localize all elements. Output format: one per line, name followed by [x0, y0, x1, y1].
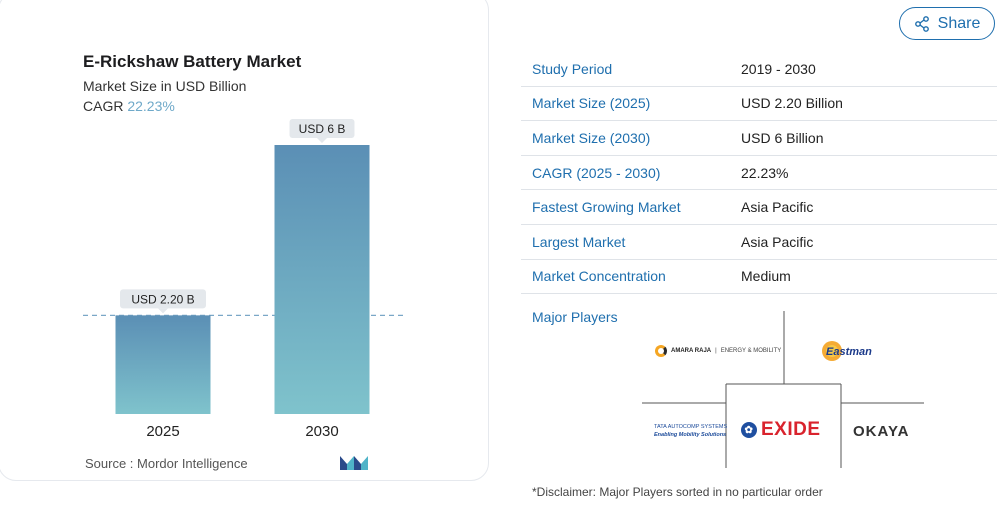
x-tick-label: 2030 — [305, 423, 338, 440]
table-row: Study Period 2019 - 2030 — [521, 52, 997, 87]
row-value: USD 6 Billion — [741, 129, 824, 146]
data-label-bg — [120, 289, 206, 309]
amara-raja-mark — [655, 345, 667, 357]
row-value: 22.23% — [741, 164, 789, 181]
row-value: Asia Pacific — [741, 233, 814, 250]
data-label-bg — [289, 119, 355, 138]
exide-name: EXIDE — [761, 419, 821, 440]
amara-raja-tagline: ENERGY & MOBILITY — [720, 348, 782, 354]
summary-table: Study Period 2019 - 2030 Market Size (20… — [521, 52, 997, 295]
row-value: 2019 - 2030 — [741, 60, 816, 77]
row-value: USD 2.20 Billion — [741, 95, 843, 112]
share-icon — [914, 15, 929, 32]
cagr-line: CAGR 22.23% — [83, 98, 175, 114]
cagr-value: 22.23% — [127, 98, 175, 114]
x-tick-label: 2025 — [146, 423, 179, 440]
data-label: USD 6 B — [299, 122, 346, 136]
source-note: Source : Mordor Intelligence — [85, 456, 248, 471]
share-button[interactable]: Share — [899, 7, 995, 40]
row-key: Market Size (2025) — [532, 95, 651, 112]
mordor-intelligence-logo — [340, 456, 368, 470]
amara-raja-logo: AMARA RAJA | ENERGY & MOBILITY — [655, 345, 781, 357]
row-key: Fastest Growing Market — [532, 199, 681, 216]
row-key: Market Size (2030) — [532, 129, 651, 146]
row-key: Study Period — [532, 60, 613, 77]
row-key: CAGR (2025 - 2030) — [532, 164, 661, 181]
row-value: Medium — [741, 268, 791, 285]
row-key: Largest Market — [532, 233, 626, 250]
chart-card — [0, 0, 489, 481]
amara-raja-separator: | — [715, 348, 717, 354]
bar-chart: USD 2.20 B 2025 USD 6 B 2030 — [83, 119, 404, 440]
data-label-pointer — [158, 308, 168, 314]
exide-logo: ✿ EXIDE — [741, 419, 821, 441]
table-row: Largest Market Asia Pacific — [521, 225, 997, 260]
okaya-logo: OKAYA — [853, 423, 910, 440]
chart-subtitle: Market Size in USD Billion — [83, 78, 247, 94]
amara-raja-name: AMARA RAJA — [671, 348, 712, 354]
table-row: Market Size (2030) USD 6 Billion — [521, 121, 997, 156]
bar-2030 — [274, 145, 370, 414]
eastman-name: Eastman — [826, 346, 872, 358]
chart-title: E-Rickshaw Battery Market — [83, 52, 302, 71]
row-value: Asia Pacific — [741, 199, 814, 216]
row-key: Market Concentration — [532, 268, 666, 285]
table-row: Fastest Growing Market Asia Pacific — [521, 190, 997, 225]
tata-autocomp-logo: TATA AUTOCOMP SYSTEMS Enabling Mobility … — [654, 423, 727, 439]
tata-name: TATA AUTOCOMP SYSTEMS — [654, 424, 728, 430]
tata-tagline: Enabling Mobility Solutions — [654, 432, 727, 438]
table-row: CAGR (2025 - 2030) 22.23% — [521, 156, 997, 191]
disclaimer-note: *Disclaimer: Major Players sorted in no … — [532, 485, 823, 499]
major-players-label: Major Players — [532, 309, 618, 325]
cagr-label: CAGR — [83, 98, 124, 114]
data-label-pointer — [317, 138, 327, 143]
data-label: USD 2.20 B — [131, 292, 194, 306]
table-row: Market Size (2025) USD 2.20 Billion — [521, 87, 997, 122]
share-label: Share — [937, 14, 981, 32]
bar-2025 — [115, 315, 211, 414]
exide-mark: ✿ — [741, 422, 757, 438]
table-row: Market Concentration Medium — [521, 260, 997, 295]
eastman-logo: Eastman — [822, 341, 872, 361]
